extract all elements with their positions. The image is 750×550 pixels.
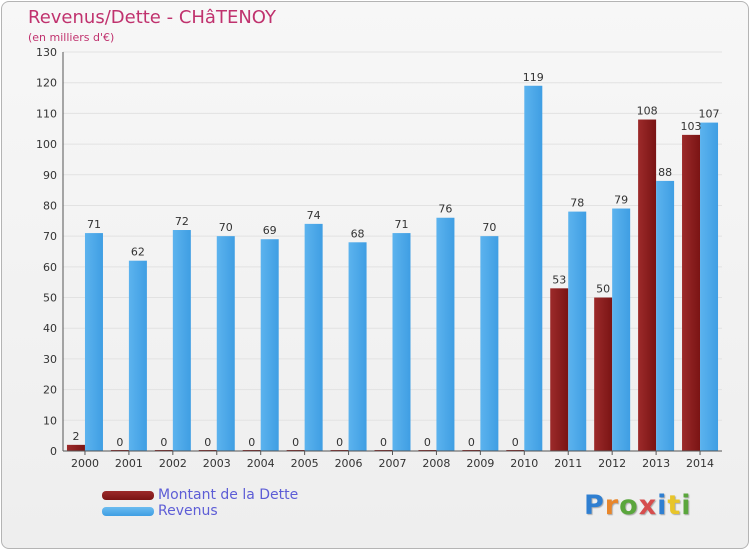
debt-value-label: 0 [380,436,387,449]
y-tick-label: 60 [43,261,57,274]
revenue-bar [700,122,719,451]
data-labels: 2 71 0 62 0 72 0 70 0 69 0 74 0 68 0 71 0 76 0 70 0 119 53 78 50… [72,71,719,449]
legend-label-debt: Montant de la Dette [158,487,299,503]
revenue-bar [260,239,279,451]
y-tick-label: 110 [36,107,57,120]
revenue-value-label: 107 [699,108,720,121]
revenue-value-label: 62 [131,246,145,259]
y-tick-label: 90 [43,169,57,182]
x-tick-label: 2010 [510,457,538,470]
x-tick-label: 2008 [422,457,450,470]
revenue-value-label: 69 [263,224,277,237]
chart-subtitle: (en milliers d'€) [28,31,115,44]
debt-value-label: 0 [248,436,255,449]
y-tick-label: 80 [43,199,57,212]
revenue-bar [84,233,103,451]
debt-bar [682,134,701,451]
revenue-value-label: 74 [307,209,321,222]
debt-value-label: 0 [424,436,431,449]
debt-value-label: 0 [204,436,211,449]
legend-swatch-revenue [102,507,154,516]
y-tick-label: 0 [50,445,57,458]
revenue-value-label: 88 [658,166,672,179]
proxiti-logo: Proxiti [584,490,692,521]
x-tick-label: 2004 [247,457,275,470]
x-tick-label: 2011 [554,457,582,470]
debt-bar [638,119,657,452]
revenue-value-label: 79 [614,194,628,207]
revenue-bar [128,260,147,451]
chart-title: Revenus/Dette - CHâTENOY [28,7,276,28]
revenue-value-label: 71 [87,218,101,231]
revenue-value-label: 71 [395,218,409,231]
y-tick-label: 30 [43,353,57,366]
revenue-value-label: 70 [219,221,233,234]
debt-value-label: 0 [336,436,343,449]
x-tick-label: 2014 [686,457,714,470]
y-tick-label: 50 [43,292,57,305]
x-tick-label: 2013 [642,457,670,470]
x-tick-label: 2000 [71,457,99,470]
revenue-bar [524,85,543,451]
debt-value-label: 103 [681,120,702,133]
y-tick-label: 100 [36,138,57,151]
revenue-value-label: 119 [523,71,544,84]
y-tick-label: 130 [36,46,57,59]
revenue-bar [348,242,367,451]
debt-value-label: 0 [512,436,519,449]
revenue-bar [216,236,235,451]
revenue-bar [480,236,499,451]
logo-letter: P [584,490,605,521]
logo-letter: i [681,490,692,521]
x-tick-label: 2001 [115,457,143,470]
logo-letter: o [619,490,639,521]
legend-label-revenue: Revenus [158,503,218,519]
revenue-value-label: 68 [351,227,365,240]
debt-value-label: 2 [72,430,79,443]
revenue-bar [656,180,675,451]
y-tick-label: 70 [43,230,57,243]
revenue-value-label: 72 [175,215,189,228]
legend-swatch-debt [102,491,154,500]
revenue-bar [304,223,323,451]
revenue-bar [436,217,455,451]
bars [66,85,719,452]
x-tick-label: 2009 [466,457,494,470]
y-tick-label: 40 [43,322,57,335]
revenue-bar [568,211,587,451]
x-tick-label: 2002 [159,457,187,470]
debt-bar [594,297,613,451]
logo-letter: t [667,490,682,521]
debt-value-label: 0 [292,436,299,449]
debt-bar [550,288,569,451]
debt-value-label: 53 [552,273,566,286]
logo-letter: r [604,490,620,521]
logo-letter: x [638,490,658,521]
revenue-value-label: 78 [570,197,584,210]
debt-value-label: 108 [637,105,658,118]
revenue-bar [392,233,411,451]
x-tick-label: 2007 [379,457,407,470]
revenue-value-label: 76 [438,203,452,216]
y-tick-label: 120 [36,77,57,90]
logo-letter: i [657,490,668,521]
y-tick-label: 20 [43,384,57,397]
debt-value-label: 0 [468,436,475,449]
y-tick-label: 10 [43,414,57,427]
debt-value-label: 0 [116,436,123,449]
x-tick-label: 2005 [291,457,319,470]
x-tick-label: 2012 [598,457,626,470]
x-tick-label: 2003 [203,457,231,470]
revenue-bar [172,230,191,451]
x-tick-label: 2006 [335,457,363,470]
debt-value-label: 0 [160,436,167,449]
revenue-bar [612,208,631,451]
revenue-value-label: 70 [482,221,496,234]
debt-value-label: 50 [596,283,610,296]
debt-bar [66,444,85,451]
